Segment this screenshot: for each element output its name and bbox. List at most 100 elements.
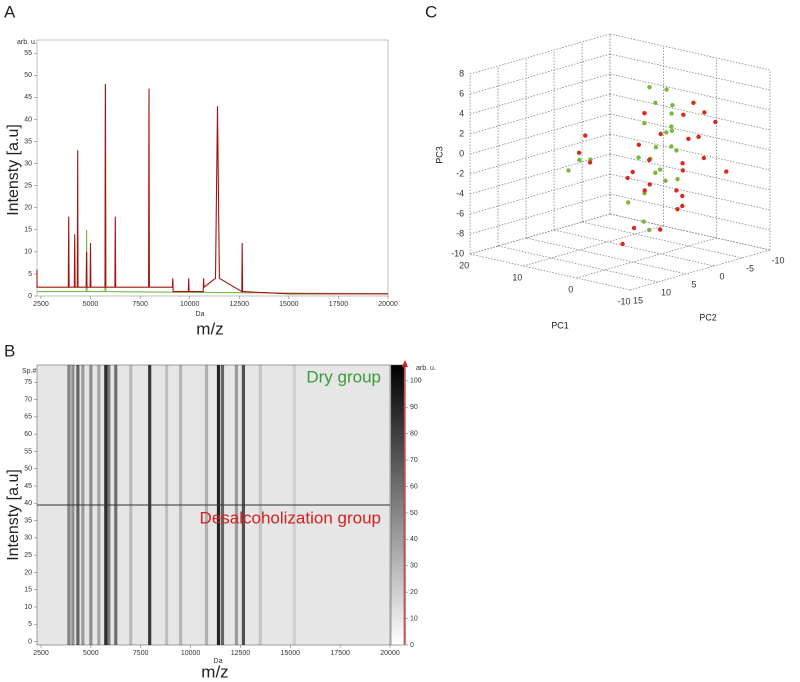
y-tick-label: 15 <box>24 227 32 234</box>
y-tick-label: 10 <box>24 249 32 256</box>
scatter-point <box>625 175 630 181</box>
y-tick-label: 55 <box>24 448 32 455</box>
colorbar-tick-label: 80 <box>410 431 418 438</box>
grid-line <box>582 221 743 259</box>
z-tick-label: 8 <box>459 68 464 78</box>
scatter-point <box>630 169 635 175</box>
x-axis-title: m/z <box>196 319 223 338</box>
grid-line <box>470 153 611 195</box>
z-tick-label: -6 <box>456 208 464 218</box>
scatter-point <box>657 227 663 232</box>
colorbar-tick-label: 60 <box>410 483 418 490</box>
x-tick-label: 5000 <box>83 301 99 308</box>
z-tick-label: 6 <box>459 88 464 98</box>
y-tick-label: 25 <box>24 552 32 559</box>
scatter-point <box>675 207 680 212</box>
scatter-point <box>680 161 685 166</box>
z-tick-label: -8 <box>456 228 464 238</box>
scatter-point <box>647 85 652 90</box>
grid-line <box>610 73 771 111</box>
x-tick-label: 15000 <box>281 650 301 657</box>
y-tick-label: 20 <box>24 569 32 576</box>
z-axis-title: PC3 <box>434 146 444 164</box>
z-tick-label: 2 <box>459 128 464 138</box>
group-annotation: Dry group <box>306 367 381 386</box>
scatter-point <box>701 155 707 161</box>
colorbar-arrow-head <box>402 360 408 367</box>
scatter-point <box>674 148 679 153</box>
x-tick-label: 20 <box>459 260 469 270</box>
y-tick-label: 70 <box>24 396 32 403</box>
y-tick-label: 0 <box>28 638 32 645</box>
scatter-point <box>642 188 647 193</box>
grid-line <box>470 253 631 291</box>
y-tick-label: 60 <box>24 431 32 438</box>
colorbar-tick-label: 100 <box>410 378 422 385</box>
z-tick-label: -4 <box>456 188 464 198</box>
y-tick-label: -10 <box>771 255 784 265</box>
x-tick-label: 10000 <box>180 301 200 308</box>
scatter-point <box>587 160 593 165</box>
scatter-point <box>642 111 647 116</box>
grid-line <box>610 113 771 151</box>
scatter-point <box>658 131 663 137</box>
z-tick-label: -2 <box>456 168 464 178</box>
y-tick-label: -5 <box>746 263 754 273</box>
y-tick-label: 50 <box>24 72 32 79</box>
scatter-point <box>647 227 652 233</box>
group-annotation: Desalcoholization group <box>200 508 381 527</box>
scatter-point <box>680 168 686 173</box>
grid-line <box>470 113 611 155</box>
x-axis-title: PC1 <box>551 320 569 330</box>
scatter-point <box>680 203 685 209</box>
scatter-point <box>674 188 679 193</box>
spectrum-line <box>37 84 389 295</box>
scatter-point <box>653 145 659 150</box>
scatter-point <box>647 157 652 163</box>
y-axis-title: Intensty [a.u] <box>5 124 22 216</box>
grid-line <box>526 237 687 275</box>
x-tick-label: 20000 <box>378 301 398 308</box>
x-tick-label: 12500 <box>231 650 251 657</box>
scatter-point <box>664 130 669 135</box>
colorbar-tick-label: 10 <box>410 615 418 622</box>
colorbar-tick-label: 30 <box>410 563 418 570</box>
grid-line <box>610 193 771 231</box>
y-tick-label: 0 <box>28 293 32 300</box>
grid-line <box>470 73 611 115</box>
x-tick-label: 12500 <box>230 301 250 308</box>
x-unit: Da <box>196 311 205 318</box>
scatter-point <box>641 219 646 224</box>
y-tick-label: 25 <box>24 182 32 189</box>
scatter-point <box>675 177 680 182</box>
x-tick-label: 17500 <box>330 650 350 657</box>
colorbar-tick-label: 20 <box>410 589 418 596</box>
scatter-point <box>625 200 631 205</box>
panel-label: A <box>4 2 16 21</box>
scatter-point <box>653 100 658 106</box>
y-tick-label: 40 <box>24 116 32 123</box>
scatter-point <box>583 133 588 138</box>
scatter-point <box>669 111 674 116</box>
scatter-point <box>566 168 571 173</box>
y-tick-label: 5 <box>28 271 32 278</box>
z-tick-label: 4 <box>459 108 464 118</box>
grid-line <box>470 93 611 135</box>
x-axis-title: m/z <box>201 662 228 681</box>
x-tick-label: 15000 <box>279 301 299 308</box>
grid-line <box>610 33 771 71</box>
scatter-point <box>691 100 696 106</box>
panel-label: B <box>4 341 15 360</box>
grid-line <box>610 133 771 171</box>
y-tick-label: 30 <box>24 535 32 542</box>
colorbar-tick-label: 0 <box>410 642 414 649</box>
scatter-point <box>576 150 582 155</box>
scatter-point <box>680 193 685 199</box>
scatter-point <box>713 119 718 125</box>
scatter-point <box>653 170 658 175</box>
scatter-point <box>642 121 647 126</box>
scatter-point <box>636 155 641 160</box>
x-tick-label: 5000 <box>83 650 99 657</box>
x-tick-label: 7500 <box>133 650 149 657</box>
